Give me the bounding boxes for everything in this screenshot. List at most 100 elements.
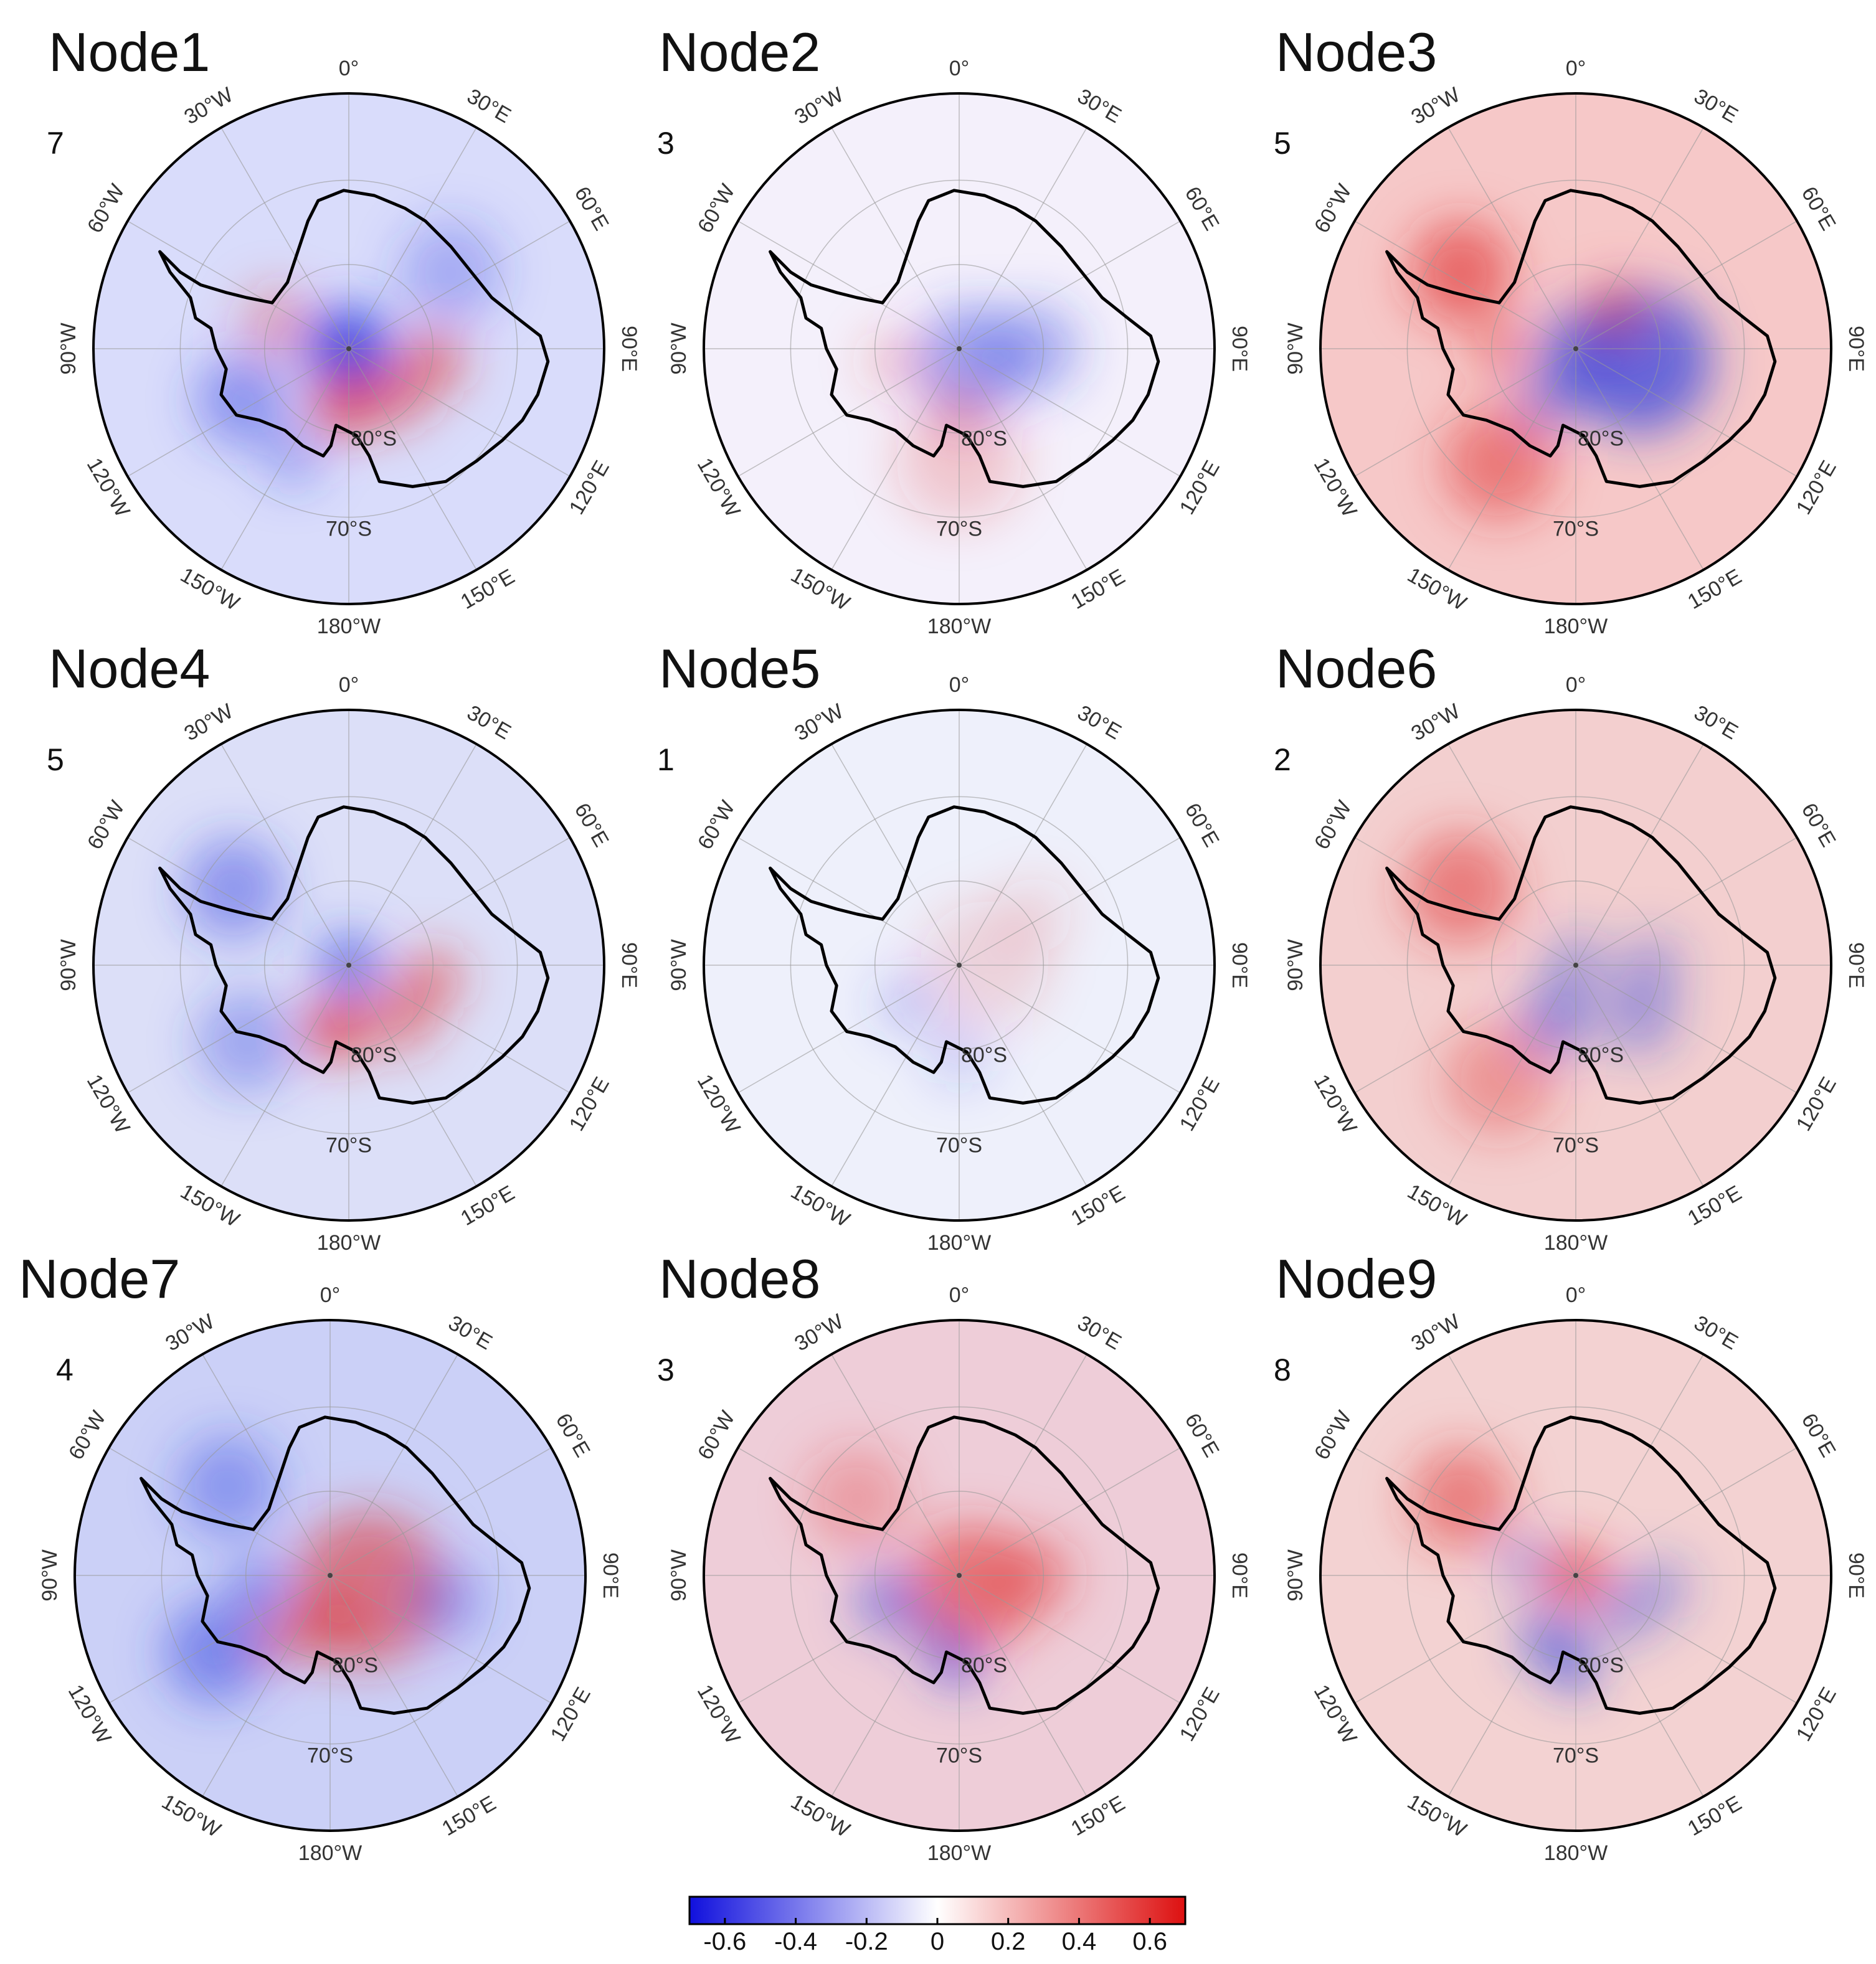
longitude-label: 90°W — [57, 323, 80, 375]
graticule — [704, 1320, 1215, 1831]
longitude-label: 90°E — [1228, 1552, 1251, 1598]
longitude-label: 90°E — [599, 1552, 622, 1598]
panel-title: Node7 — [19, 1248, 181, 1310]
panel-count: 5 — [47, 742, 64, 777]
graticule — [1320, 1320, 1831, 1831]
longitude-label: 180°W — [927, 615, 991, 638]
polar-map: 0°30°E60°E90°E120°E150°E180°W150°W120°W9… — [57, 673, 641, 1255]
longitude-label: 0° — [1566, 1283, 1586, 1307]
longitude-label: 60°E — [570, 799, 613, 851]
latitude-label: 80°S — [961, 427, 1007, 450]
longitude-label: 180°W — [317, 615, 381, 638]
latitude-label: 80°S — [961, 1653, 1007, 1677]
longitude-label: 0° — [949, 673, 970, 697]
map-panel-2: Node2 3 0° 30°E 60°E 90°E 120°E 150°E 180°W 150°W… — [654, 25, 1277, 648]
coastline — [1385, 805, 1777, 1105]
latitude-label: 70°S — [1553, 1744, 1599, 1768]
map-border — [1319, 1319, 1832, 1832]
longitude-label: 30°E — [1690, 84, 1741, 128]
longitude-label: 180°W — [927, 1231, 991, 1255]
longitude-label: 60°E — [570, 182, 613, 234]
latitude-label: 70°S — [307, 1744, 353, 1768]
latitude-label: 70°S — [326, 1134, 372, 1158]
coastline — [140, 1415, 531, 1715]
colorbar-tick-label: 0.2 — [990, 1928, 1026, 1955]
latitude-label: 70°S — [936, 1134, 982, 1158]
coastline — [158, 189, 550, 488]
colorbar-tick-label: -0.6 — [703, 1928, 747, 1955]
longitude-label: 30°E — [1690, 701, 1741, 744]
graticule — [1320, 710, 1831, 1220]
map-border — [703, 92, 1216, 605]
map-panel-8: Node8 3 0° 30°E 60°E 90°E 120°E 150°E 180°W 150°W… — [654, 1252, 1277, 1874]
longitude-label: 60°E — [1797, 182, 1840, 234]
panel-title: Node9 — [1276, 1248, 1438, 1310]
longitude-label: 90°W — [667, 939, 691, 991]
longitude-label: 180°W — [1544, 615, 1608, 638]
map-panel-4: Node4 5 0° 30°E 60°E 90°E 120°E 150°E 180°W 150°W… — [44, 641, 666, 1264]
colorbar-tick-label: 0.4 — [1061, 1928, 1097, 1955]
panel-count: 1 — [657, 742, 675, 777]
longitude-label: 90°W — [38, 1549, 62, 1602]
longitude-label: 180°W — [298, 1841, 362, 1865]
longitude-label: 90°E — [617, 942, 641, 988]
panel-count: 8 — [1274, 1353, 1291, 1387]
latitude-label: 70°S — [1553, 1134, 1599, 1158]
polar-map: 0°30°E60°E90°E120°E150°E180°W150°W120°W9… — [667, 673, 1251, 1255]
colorbar: -0.6 -0.4 -0.2 0 0.2 0.4 0.6 — [688, 1896, 1187, 1958]
polar-map: 0°30°E60°E90°E120°E150°E180°W150°W120°W9… — [1284, 1283, 1868, 1865]
coastline — [1385, 189, 1777, 488]
polar-map: 0°30°E60°E90°E120°E150°E180°W150°W120°W9… — [38, 1283, 622, 1865]
polar-map: 0°30°E60°E90°E120°E150°E180°W150°W120°W9… — [1284, 673, 1868, 1255]
map-panel-5: Node5 1 0° 30°E 60°E 90°E 120°E 150°E 180°W 150°W… — [654, 641, 1277, 1264]
colorbar-tick-label: 0.6 — [1132, 1928, 1167, 1955]
longitude-label: 30°E — [444, 1311, 496, 1354]
longitude-label: 0° — [339, 673, 359, 697]
panel-count: 4 — [56, 1353, 73, 1387]
colorbar-tick-label: -0.4 — [774, 1928, 818, 1955]
panel-count: 3 — [657, 1353, 675, 1387]
panel-count: 7 — [47, 126, 64, 161]
coastline — [769, 189, 1160, 488]
panel-count: 5 — [1274, 126, 1291, 161]
longitude-label: 90°W — [1284, 939, 1307, 991]
graticule — [93, 710, 604, 1220]
panel-title: Node3 — [1276, 21, 1438, 83]
graticule — [704, 93, 1215, 604]
latitude-label: 70°S — [936, 1744, 982, 1768]
panel-title: Node2 — [659, 21, 821, 83]
longitude-label: 180°W — [317, 1231, 381, 1255]
longitude-label: 30°E — [1690, 1311, 1741, 1354]
panel-title: Node6 — [1276, 638, 1438, 699]
colorbar-tick-label: -0.2 — [845, 1928, 888, 1955]
longitude-label: 90°E — [1228, 942, 1251, 988]
longitude-label: 180°W — [927, 1841, 991, 1865]
panel-title: Node5 — [659, 638, 821, 699]
map-panel-6: Node6 2 0° 30°E 60°E 90°E 120°E 150°E 180°W 150°W… — [1271, 641, 1876, 1264]
longitude-label: 90°W — [1284, 323, 1307, 375]
longitude-label: 90°E — [617, 326, 641, 372]
longitude-label: 90°W — [667, 323, 691, 375]
polar-map: 0°30°E60°E90°E120°E150°E180°W150°W120°W9… — [667, 57, 1251, 638]
longitude-label: 90°E — [1844, 1552, 1868, 1598]
latitude-label: 80°S — [1578, 1653, 1624, 1677]
longitude-label: 60°E — [1797, 799, 1840, 851]
map-panel-7: Node7 4 0° 30°E 60°E 90°E 120°E 150°E 180°W 150°W… — [19, 1252, 642, 1874]
longitude-label: 30°E — [1073, 1311, 1125, 1354]
longitude-label: 0° — [949, 1283, 970, 1307]
longitude-label: 30°E — [463, 701, 514, 744]
map-panel-3: Node3 5 0° 30°E 60°E 90°E 120°E 150°E 180°W 150°W… — [1271, 25, 1876, 648]
longitude-label: 30°E — [463, 84, 514, 128]
panel-title: Node8 — [659, 1248, 821, 1310]
polar-map: 0°30°E60°E90°E120°E150°E180°W150°W120°W9… — [57, 57, 641, 638]
longitude-label: 0° — [320, 1283, 341, 1307]
latitude-label: 80°S — [961, 1043, 1007, 1067]
pole-marker — [1573, 963, 1578, 968]
longitude-label: 30°E — [1073, 84, 1125, 128]
pole-marker — [1573, 346, 1578, 351]
longitude-label: 60°E — [1180, 182, 1224, 234]
panel-title: Node4 — [49, 638, 211, 699]
graticule — [1320, 93, 1831, 604]
pole-marker — [346, 963, 351, 968]
map-border — [92, 92, 605, 605]
